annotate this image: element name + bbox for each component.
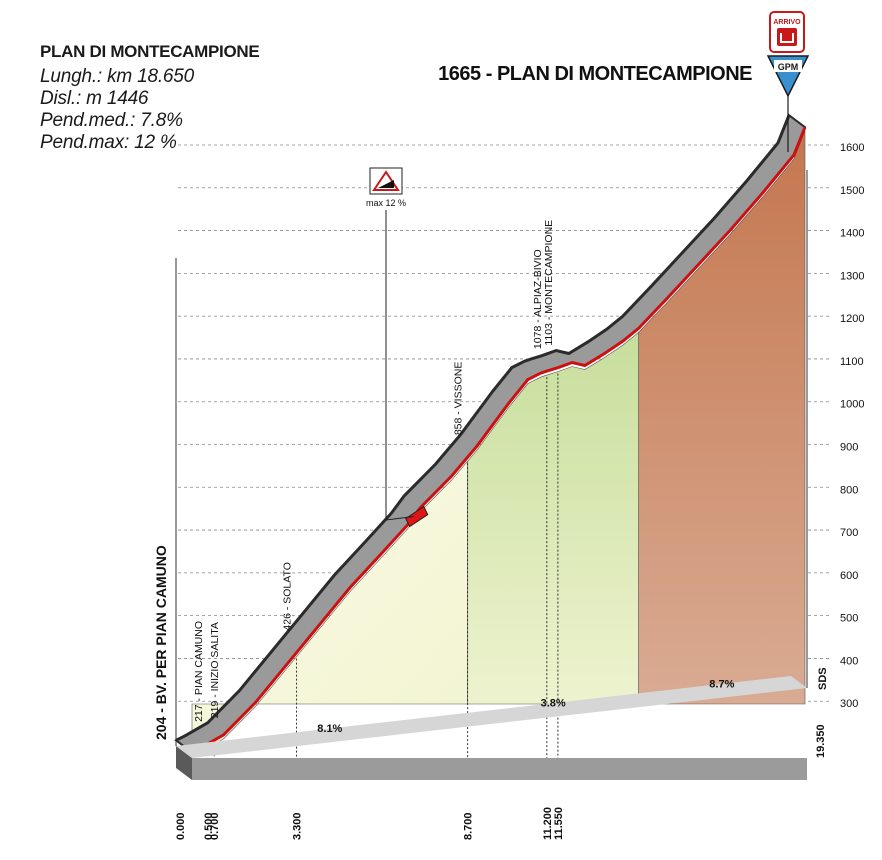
segment-fill-2 xyxy=(467,331,639,705)
max-slope-pointer-diag xyxy=(385,516,414,521)
climb-name: PLAN DI MONTECAMPIONE xyxy=(40,42,260,61)
x-tick-label: 0.000 xyxy=(175,812,187,840)
y-tick-label: 500 xyxy=(840,613,858,625)
x-tick-label: 11.550 xyxy=(553,807,565,840)
max-value: 12 % xyxy=(134,132,177,153)
segment-gradient-label: 8.7% xyxy=(709,678,734,690)
arrivo-glyph xyxy=(780,33,794,43)
avg-label: Pend.med.: xyxy=(40,110,136,131)
waypoint-lines xyxy=(207,373,559,758)
x-tick-label: 0.700 xyxy=(209,812,221,840)
climb-max-gradient: Pend.max: 12 % xyxy=(40,132,259,154)
y-tick-label: 1200 xyxy=(840,313,864,325)
climb-elevation-gain: Disl.: m 1446 xyxy=(40,88,259,110)
base-top xyxy=(176,676,807,758)
chart-annotations: 204 - BV. PER PIAN CAMUNO 1665 - PLAN DI … xyxy=(153,11,829,740)
y-tick-label: 1400 xyxy=(840,228,864,240)
climb-value: m 1446 xyxy=(86,88,149,109)
y-tick-label: 900 xyxy=(840,442,858,454)
y-tick-label: 600 xyxy=(840,570,858,582)
profile-fills xyxy=(191,131,806,757)
finish-title: 1665 - PLAN DI MONTECAMPIONE xyxy=(438,63,752,85)
waypoint-label: 426 - SOLATO xyxy=(282,562,294,630)
length-label: Lungh.: xyxy=(40,66,102,87)
climb-info-panel: PLAN DI MONTECAMPIONE Lungh.: km 18.650 … xyxy=(40,42,260,154)
y-tick-label: 1100 xyxy=(840,356,864,368)
sds-label: SDS xyxy=(817,667,829,690)
y-tick-label: 300 xyxy=(840,698,858,710)
segment-fill-3 xyxy=(638,131,806,705)
x-tick-label: 0.500 xyxy=(203,812,215,840)
max-slope-road-marker xyxy=(405,505,429,528)
waypoint-label: 217 - PIAN CAMUNO xyxy=(193,621,205,722)
x-tick-label: 3.300 xyxy=(292,812,304,840)
climb-average-gradient: Pend.med.: 7.8% xyxy=(40,110,259,132)
waypoint-labels: 217 - PIAN CAMUNO 219 - INIZIO SALITA 426 … xyxy=(193,220,555,722)
climb-length: Lungh.: km 18.650 xyxy=(40,66,259,88)
base-left xyxy=(176,746,192,780)
avg-value: 7.8% xyxy=(140,110,183,131)
base-bar: 8.1% 3.8% 8.7% xyxy=(175,170,808,780)
waypoint-label: 219 - INIZIO SALITA xyxy=(209,622,221,718)
arrivo-text: ARRIVO xyxy=(773,19,801,26)
climb-label: Disl.: xyxy=(40,88,82,109)
y-tick-label: 1600 xyxy=(840,142,864,154)
waypoint-label: 1103 - MONTECAMPIONE xyxy=(543,220,555,346)
x-tick-label: 8.700 xyxy=(463,812,475,840)
y-tick-label: 1500 xyxy=(840,185,864,197)
y-tick-label: 400 xyxy=(840,655,858,667)
length-value: km 18.650 xyxy=(107,66,195,87)
segment-gradient-label: 3.8% xyxy=(541,698,566,710)
x-tick-label: 19.350 xyxy=(815,724,827,758)
y-tick-label: 1000 xyxy=(840,399,864,411)
road-top-edge xyxy=(175,114,791,742)
segment-gradient-label: 8.1% xyxy=(317,723,342,735)
max-slope-glyph xyxy=(378,180,394,188)
max-slope-label: max 12 % xyxy=(366,198,406,208)
y-tick-labels: 300 400 500 600 700 800 900 1000 1100 1200 1300 140… xyxy=(840,142,864,710)
y-tick-label: 700 xyxy=(840,527,858,539)
waypoint-label: 858 - VISSONE xyxy=(453,362,465,436)
waypoint-label: 1078 - ALPIAZ-BIVIO xyxy=(532,249,544,349)
base-front xyxy=(192,758,807,780)
x-tick-label: 11.200 xyxy=(542,807,554,840)
gpm-label-bg xyxy=(774,60,802,72)
start-label: 204 - BV. PER PIAN CAMUNO xyxy=(153,545,169,740)
y-tick-label: 1300 xyxy=(840,270,864,282)
max-label: Pend.max: xyxy=(40,132,130,153)
y-tick-label: 800 xyxy=(840,484,858,496)
road-edge xyxy=(191,126,807,754)
road-ribbon xyxy=(174,113,807,754)
gpm-text: GPM xyxy=(778,62,799,72)
